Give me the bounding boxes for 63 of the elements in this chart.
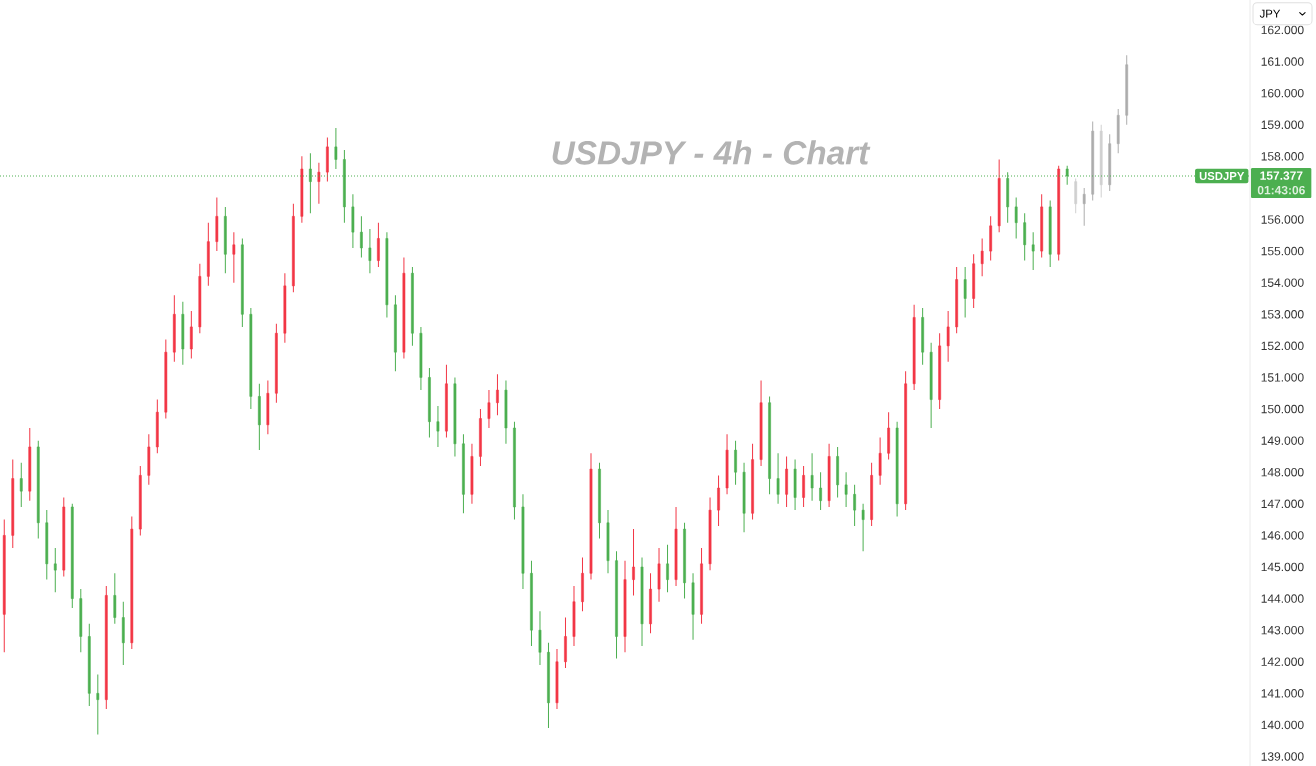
candlestick: [861, 503, 865, 552]
candlestick: [878, 436, 882, 486]
y-tick-label: 153.000: [1261, 310, 1304, 319]
y-tick-label: 142.000: [1261, 657, 1304, 666]
y-tick-label: 148.000: [1261, 467, 1304, 477]
y-tick-label: 159.000: [1261, 120, 1304, 130]
candlestick: [1014, 196, 1018, 239]
candlestick: [946, 310, 950, 363]
y-tick-label: 141.000: [1261, 689, 1304, 698]
candlestick: [666, 544, 669, 593]
candlestick: [377, 222, 380, 268]
y-tick-label: 149.000: [1261, 436, 1304, 445]
candlestick: [113, 572, 117, 625]
candlestick: [802, 465, 805, 508]
candlestick: [53, 547, 57, 593]
candlestick: [632, 528, 635, 596]
text: USDJPY - 4h - Chart: [552, 140, 871, 165]
y-tick-label: 156.000: [1261, 215, 1304, 224]
ref-line-label: USDJPY: [1199, 172, 1245, 181]
candlestick: [538, 610, 542, 666]
y-tick-label: 155.000: [1261, 246, 1304, 256]
candlestick: [317, 162, 321, 205]
candlestick: [360, 215, 363, 258]
candlestick: [1074, 177, 1078, 214]
candlestick: [819, 471, 822, 511]
candlestick: [19, 462, 23, 508]
y-tick-label: 139.000: [1261, 752, 1304, 761]
candlestick: [334, 127, 338, 170]
candlestick: [980, 237, 984, 277]
text: JPY: [1259, 9, 1281, 18]
candlestick: [1023, 212, 1027, 262]
candlestick: [487, 389, 491, 429]
candlestick: [844, 471, 848, 508]
candlestick: [1031, 231, 1035, 271]
candlestick: [96, 673, 100, 735]
candlestick: [734, 440, 737, 486]
y-tick-label: 158.000: [1261, 152, 1304, 161]
text: 01:43:06: [1257, 185, 1305, 195]
y-tick-label: 146.000: [1261, 531, 1304, 540]
candlestick: [496, 373, 499, 416]
y-tick-label: 151.000: [1261, 373, 1304, 382]
candlestick: [963, 266, 967, 318]
text: 157.377: [1260, 171, 1303, 180]
y-tick-label: 140.000: [1261, 720, 1304, 730]
y-tick-label: 162.000: [1261, 25, 1304, 35]
y-tick-label: 145.000: [1261, 562, 1304, 572]
y-tick-label: 152.000: [1261, 341, 1304, 351]
y-tick-label: 161.000: [1261, 57, 1304, 66]
candlestick: [436, 405, 440, 448]
y-tick-label: 147.000: [1261, 499, 1304, 509]
candlestick: [810, 452, 814, 502]
y-tick-label: 160.000: [1261, 88, 1304, 98]
candlestick: [232, 231, 236, 284]
y-tick-label: 144.000: [1261, 594, 1304, 603]
candlestick: [853, 484, 856, 527]
candlestick: [717, 474, 720, 527]
y-tick-label: 143.000: [1261, 625, 1304, 635]
candlestick: [189, 310, 193, 359]
y-tick-label: 154.000: [1261, 278, 1304, 287]
candlestick: [1082, 187, 1086, 227]
candlestick: [368, 228, 372, 274]
candlestick: [776, 452, 780, 505]
y-tick-label: 150.000: [1261, 404, 1304, 414]
